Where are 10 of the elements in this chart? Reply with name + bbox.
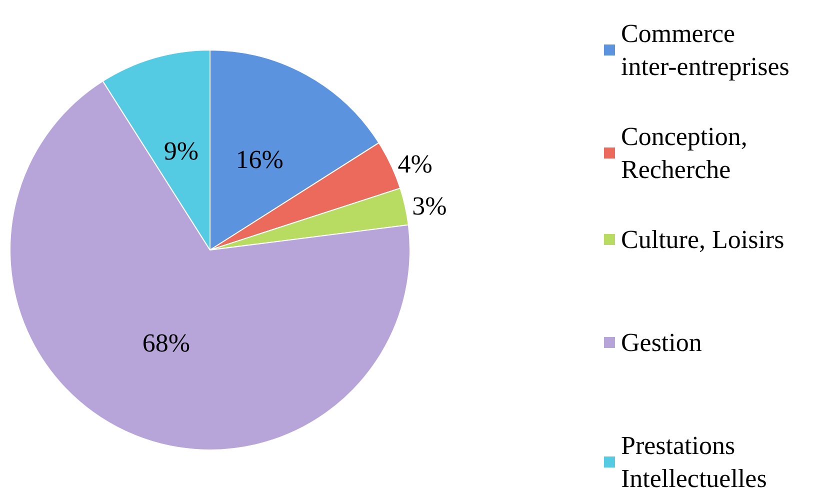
data-label: 9% [164, 136, 199, 166]
data-label: 68% [142, 328, 190, 358]
legend-label: Prestations Intellectuelles [621, 431, 767, 493]
data-label: 3% [412, 191, 447, 220]
data-label: 4% [398, 149, 432, 178]
data-label: 16% [236, 145, 284, 174]
legend-label: Commerce inter-entreprises [621, 19, 790, 81]
legend-label: Conception, Recherche [621, 122, 754, 184]
legend-label: Gestion [621, 328, 702, 357]
legend-label: Culture, Loisirs [621, 225, 784, 254]
